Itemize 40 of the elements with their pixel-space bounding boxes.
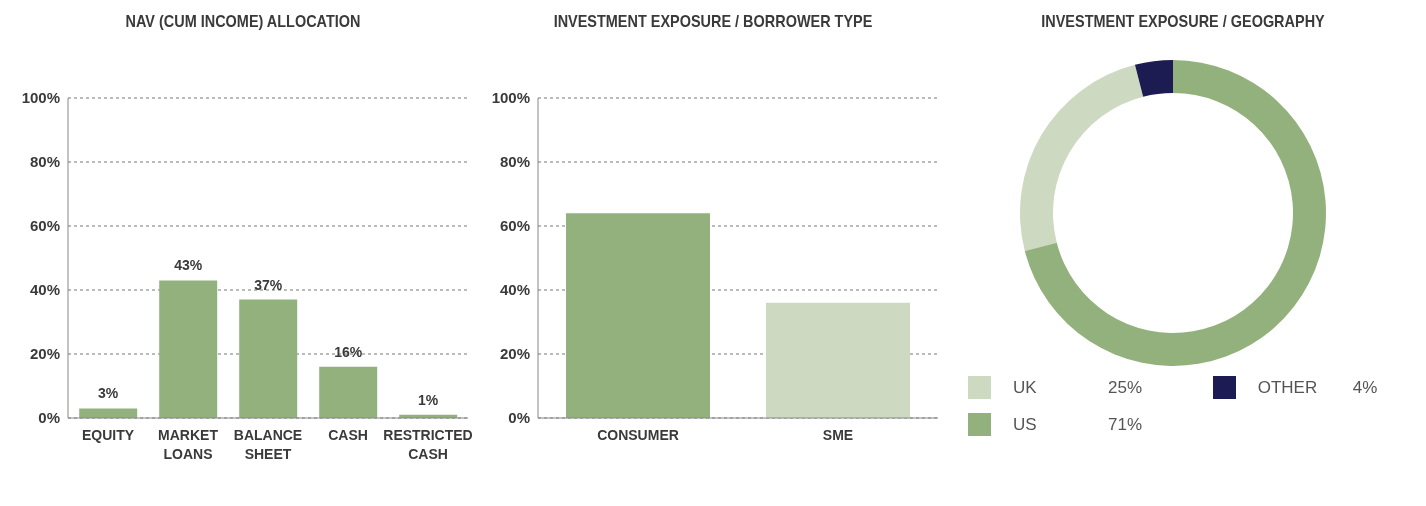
y-tick-label: 40% (499, 281, 530, 299)
bar (319, 366, 378, 418)
y-tick-label: 100% (21, 89, 60, 107)
legend-label: UK (1013, 377, 1038, 398)
y-tick-label: 80% (499, 153, 530, 171)
y-tick-label: 0% (38, 409, 60, 427)
donut-slice (1024, 60, 1326, 366)
data-label: 3% (98, 385, 119, 402)
bar (239, 299, 298, 418)
x-tick-label: RESTRICTED CASH (383, 427, 473, 462)
y-tick-label: 80% (29, 153, 60, 171)
y-tick-label: 60% (499, 217, 530, 235)
x-tick-label: EQUITY (81, 427, 135, 443)
data-label: 43% (174, 257, 203, 274)
x-tick-label: CONSUMER (597, 427, 679, 443)
data-label: 71% (1108, 414, 1143, 435)
legend-label: US (1013, 414, 1038, 435)
chart-title: NAV (CUM INCOME) ALLOCATION (124, 11, 362, 33)
legend-label: OTHER (1257, 377, 1319, 398)
chart-title: INVESTMENT EXPOSURE / GEOGRAPHY (1040, 11, 1326, 33)
x-tick-label: MARKET LOANS (158, 427, 219, 462)
y-tick-label: 100% (491, 89, 530, 107)
donut-slice (1134, 60, 1173, 97)
bar (159, 280, 218, 418)
x-tick-label: CASH (328, 427, 368, 443)
y-tick-label: 0% (508, 409, 530, 427)
y-tick-label: 20% (29, 345, 60, 363)
chart-title: INVESTMENT EXPOSURE / BORROWER TYPE (552, 11, 874, 33)
data-label: 4% (1352, 377, 1378, 398)
data-label: 37% (254, 276, 283, 293)
data-label: 25% (1108, 377, 1143, 398)
bar (79, 408, 138, 418)
y-tick-label: 20% (499, 345, 530, 363)
y-tick-label: 40% (29, 281, 60, 299)
data-label: 1% (418, 391, 439, 408)
y-tick-label: 60% (29, 217, 60, 235)
x-tick-label: BALANCE SHEET (233, 427, 303, 462)
data-label: 16% (334, 343, 363, 360)
x-tick-label: SME (822, 427, 854, 443)
donut-slice (1020, 64, 1144, 252)
